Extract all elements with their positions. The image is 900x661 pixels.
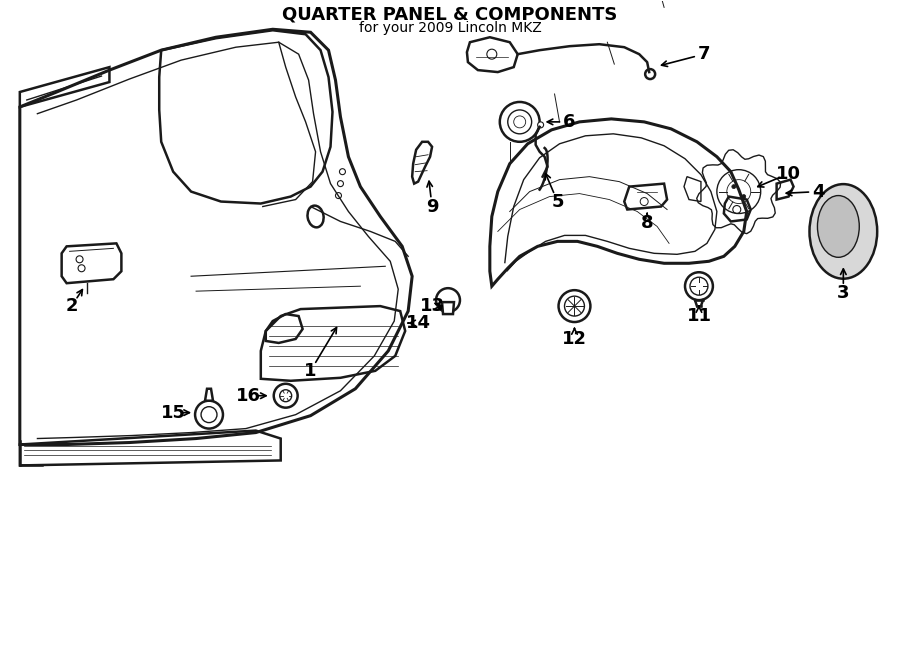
Text: 2: 2 [66, 297, 77, 315]
Text: 10: 10 [776, 165, 801, 182]
Text: 4: 4 [812, 182, 824, 200]
Text: 5: 5 [552, 192, 563, 211]
Circle shape [559, 290, 590, 322]
Circle shape [732, 184, 736, 188]
Polygon shape [442, 302, 454, 314]
Text: QUARTER PANEL & COMPONENTS: QUARTER PANEL & COMPONENTS [283, 5, 617, 23]
Text: 14: 14 [406, 314, 430, 332]
Circle shape [537, 122, 544, 128]
Text: 8: 8 [641, 214, 653, 233]
Circle shape [436, 288, 460, 312]
Text: 1: 1 [304, 362, 317, 380]
Polygon shape [205, 389, 213, 401]
Text: 11: 11 [687, 307, 711, 325]
Ellipse shape [817, 196, 860, 257]
Text: 9: 9 [426, 198, 438, 215]
Text: 15: 15 [161, 404, 185, 422]
Text: 7: 7 [698, 45, 710, 63]
Circle shape [500, 102, 540, 142]
Circle shape [685, 272, 713, 300]
Circle shape [742, 194, 746, 198]
Text: 12: 12 [562, 330, 587, 348]
Ellipse shape [809, 184, 878, 279]
Circle shape [645, 69, 655, 79]
Text: 3: 3 [837, 284, 850, 302]
Circle shape [195, 401, 223, 428]
Text: 6: 6 [563, 113, 576, 131]
Text: for your 2009 Lincoln MKZ: for your 2009 Lincoln MKZ [358, 21, 542, 35]
Text: 13: 13 [419, 297, 445, 315]
Text: 16: 16 [237, 387, 261, 405]
Circle shape [274, 384, 298, 408]
